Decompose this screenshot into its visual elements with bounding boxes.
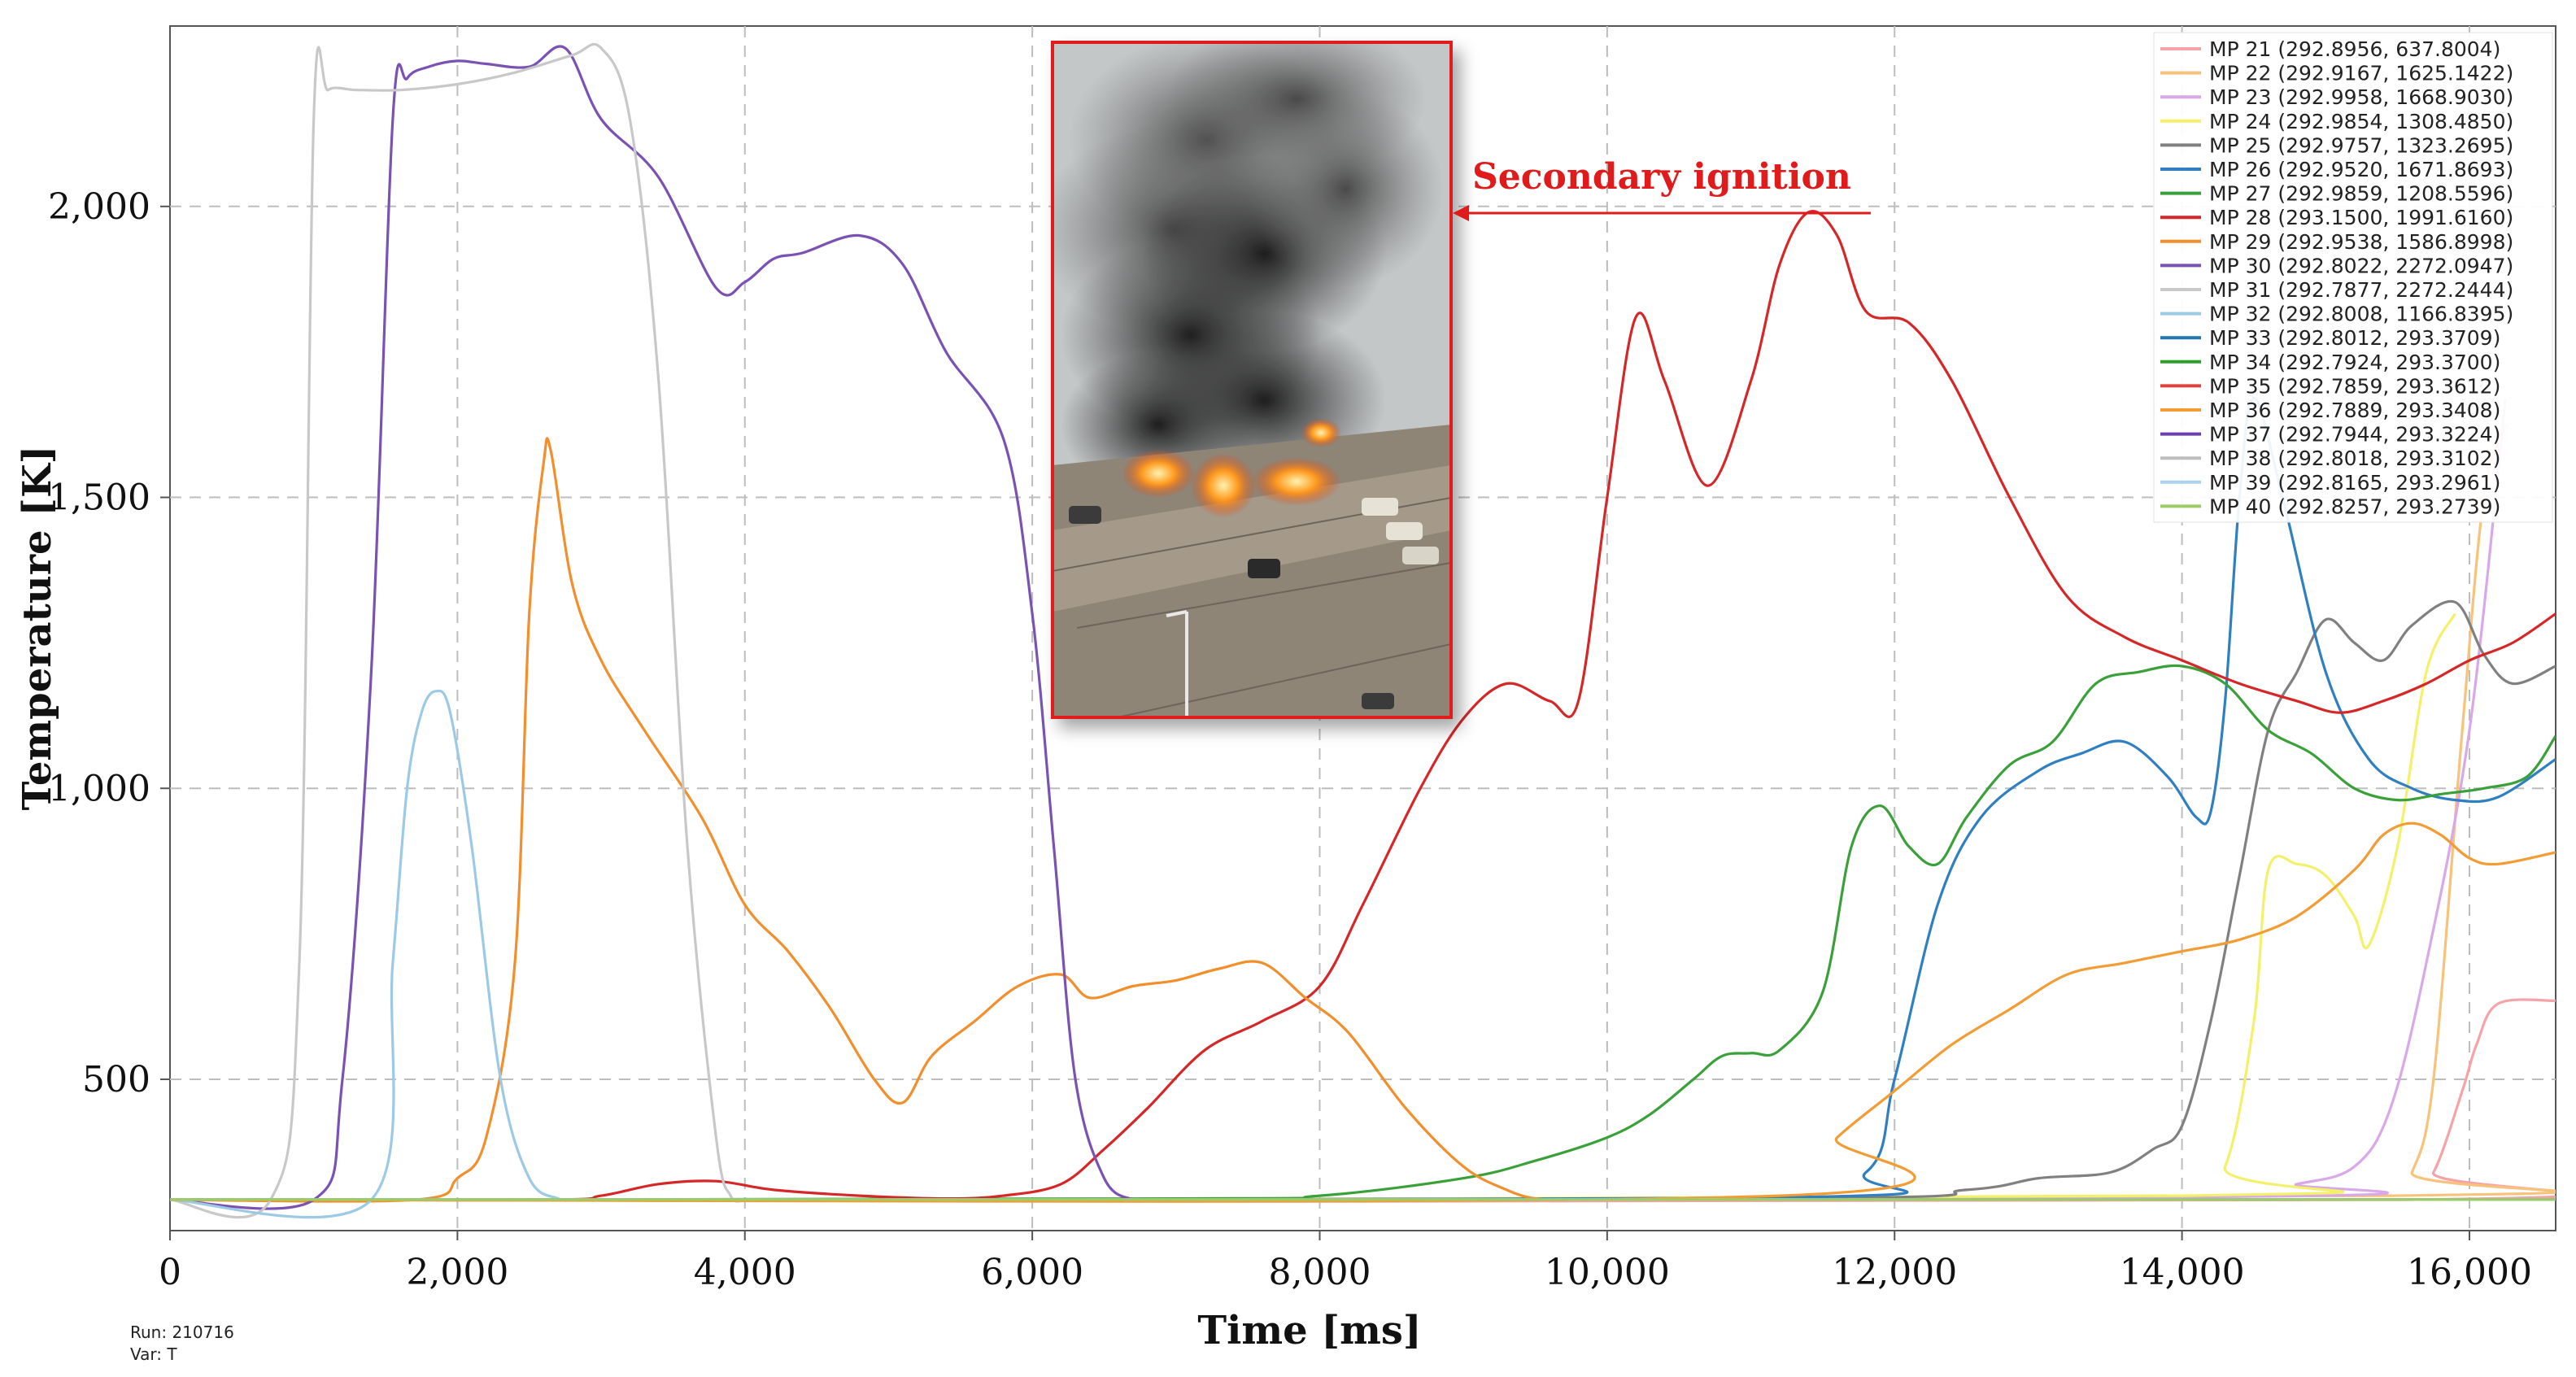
series-line-mp-30 (170, 45, 1148, 1210)
y-axis-ticks: 500 1,000 1,500 2,000 (48, 186, 170, 1100)
x-tick-label: 6,000 (981, 1252, 1083, 1293)
legend-entry: MP 24 (292.9854, 1308.4850) (2209, 110, 2513, 133)
x-tick-label: 10,000 (1545, 1252, 1670, 1293)
legend-entry: MP 34 (292.7924, 293.3700) (2209, 351, 2500, 374)
series-line-mp-27 (170, 664, 2556, 1201)
var-label: Var: T (130, 1344, 177, 1364)
legend-entry: MP 31 (292.7877, 2272.2444) (2209, 278, 2513, 302)
x-tick-label: 8,000 (1269, 1252, 1371, 1293)
series-line-mp-32 (170, 689, 573, 1219)
legend-entry: MP 33 (292.8012, 293.3709) (2209, 326, 2500, 350)
secondary-ignition-annotation: Secondary ignition (1453, 156, 1871, 221)
run-label: Run: 210716 (130, 1323, 234, 1342)
series-line-mp-31 (170, 42, 746, 1219)
series-line-mp-28 (170, 210, 2556, 1202)
legend-entry: MP 29 (292.9538, 1586.8998) (2209, 230, 2513, 254)
legend-entry: MP 36 (292.7889, 293.3408) (2209, 399, 2500, 422)
x-tick-label: 14,000 (2120, 1252, 2245, 1293)
legend-entry: MP 40 (292.8257, 293.2739) (2209, 495, 2500, 518)
legend-entry: MP 35 (292.7859, 293.3612) (2209, 374, 2500, 398)
y-tick-label: 1,000 (48, 768, 150, 809)
x-tick-label: 2,000 (406, 1252, 508, 1293)
y-tick-label: 500 (82, 1059, 150, 1100)
legend: MP 21 (292.8956, 637.8004)MP 22 (292.916… (2153, 32, 2553, 523)
legend-entry: MP 28 (293.1500, 1991.6160) (2209, 206, 2513, 229)
y-axis-title: Temperature [K] (15, 446, 60, 811)
legend-entry: MP 37 (292.7944, 293.3224) (2209, 423, 2500, 447)
legend-entry: MP 39 (292.8165, 293.2961) (2209, 471, 2500, 495)
series-line-mp-26 (170, 396, 2556, 1202)
legend-entry: MP 30 (292.8022, 2272.0947) (2209, 254, 2513, 277)
x-tick-label: 0 (159, 1252, 181, 1293)
legend-entry: MP 38 (292.8018, 293.3102) (2209, 447, 2500, 470)
legend-entry: MP 25 (292.9757, 1323.2695) (2209, 133, 2513, 157)
fire-smoke-photo (1051, 41, 1453, 719)
series-line-mp-29 (170, 437, 1564, 1203)
svg-text:Secondary ignition: Secondary ignition (1472, 156, 1851, 198)
x-tick-label: 12,000 (1832, 1252, 1957, 1293)
legend-entry: MP 26 (292.9520, 1671.8693) (2209, 158, 2513, 181)
legend-entry: MP 21 (292.8956, 637.8004) (2209, 37, 2500, 61)
legend-entry: MP 27 (292.9859, 1208.5596) (2209, 182, 2513, 206)
x-axis-title: Time [ms] (1197, 1308, 1421, 1353)
x-tick-label: 4,000 (694, 1252, 796, 1293)
series-lines (170, 42, 2556, 1219)
legend-entry: MP 32 (292.8008, 1166.8395) (2209, 303, 2513, 326)
y-tick-label: 1,500 (48, 477, 150, 519)
legend-entry: MP 22 (292.9167, 1625.1422) (2209, 62, 2513, 85)
x-axis-ticks: 0 2,000 4,000 6,000 8,000 10,000 12,000 14,000 1… (159, 1231, 2532, 1293)
y-tick-label: 2,000 (48, 186, 150, 228)
legend-entry: MP 23 (292.9958, 1668.9030) (2209, 85, 2513, 109)
x-tick-label: 16,000 (2407, 1252, 2532, 1293)
